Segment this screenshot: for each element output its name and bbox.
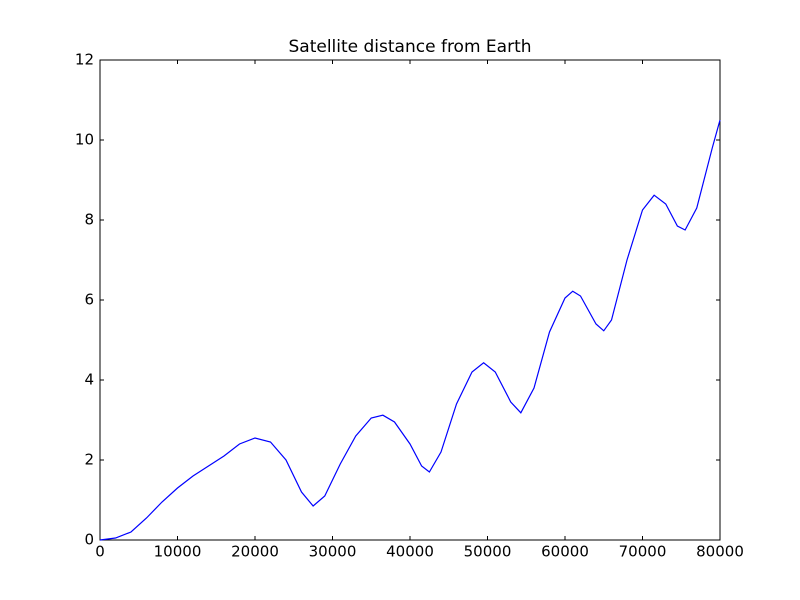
y-tick-label: 4: [84, 371, 94, 389]
x-tick-label: 80000: [696, 543, 744, 561]
x-tick-label: 10000: [154, 543, 202, 561]
y-tick-label: 6: [84, 291, 94, 309]
y-tick-label: 10: [75, 131, 94, 149]
y-tick-label: 8: [84, 211, 94, 229]
data-line: [99, 119, 721, 541]
x-tick-label: 20000: [231, 543, 279, 561]
y-tick-label: 2: [84, 451, 94, 469]
y-tick-label: 0: [84, 531, 94, 549]
y-tick-label: 12: [75, 51, 94, 69]
x-tick-label: 30000: [309, 543, 357, 561]
chart-title: Satellite distance from Earth: [288, 37, 531, 57]
x-tick-label: 70000: [619, 543, 667, 561]
x-tick-label: 60000: [541, 543, 589, 561]
x-tick-label: 40000: [386, 543, 434, 561]
x-tick-label: 50000: [464, 543, 512, 561]
x-tick-label: 0: [95, 543, 105, 561]
plot-frame: [99, 59, 721, 541]
